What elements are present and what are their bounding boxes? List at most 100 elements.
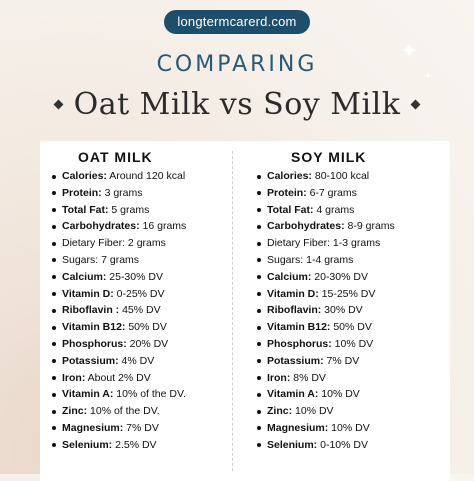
soy-milk-column: SOY MILK Calories: 80-100 kcal Protein: 6… (255, 149, 445, 454)
list-item: Calories: 80-100 kcal (255, 168, 445, 185)
sparkle-icon: ✦ (400, 38, 419, 63)
nutrient-value: 10% DV (292, 405, 334, 418)
soy-milk-heading: SOY MILK (291, 149, 367, 165)
nutrient-label: Potassium: (267, 354, 324, 367)
list-item: Selenium: 2.5% DV (50, 437, 230, 454)
title-row: Oat Milk vs Soy Milk (0, 84, 474, 124)
nutrient-label: Vitamin A: (267, 388, 319, 401)
list-item: Vitamin D: 15-25% DV (255, 286, 445, 303)
nutrient-label: Phosphorus: (267, 337, 332, 350)
list-item: Iron: 8% DV (255, 370, 445, 387)
list-item: Vitamin A: 10% of the DV. (50, 386, 230, 403)
nutrient-label: Protein: (267, 186, 307, 199)
list-item: Sugars: 1-4 grams (255, 252, 445, 269)
nutrient-value: 7% DV (123, 421, 159, 434)
nutrient-value: About 2% DV (85, 371, 151, 384)
nutrient-value: 20% DV (126, 337, 169, 350)
list-item: Dietary Fiber: 2 grams (50, 235, 230, 252)
list-item: Riboflavin: 30% DV (255, 302, 445, 319)
site-url-badge: longtermcarerd.com (164, 10, 310, 34)
nutrient-value: 80-100 kcal (311, 170, 370, 182)
nutrient-value: 50% DV (330, 321, 372, 334)
nutrient-value: 20-30% DV (311, 270, 368, 283)
nutrient-label: Calcium: (267, 270, 312, 283)
kicker-text: COMPARING (156, 52, 318, 77)
list-item: Vitamin B12: 50% DV (255, 319, 445, 336)
list-item: Potassium: 7% DV (255, 353, 445, 370)
list-item: Protein: 6-7 grams (255, 185, 445, 202)
nutrient-label: Selenium: (267, 438, 318, 451)
nutrient-label: Dietary Fiber: (62, 237, 126, 250)
nutrient-value: 8-9 grams (344, 220, 395, 233)
nutrient-value: 2.5% DV (112, 438, 157, 451)
nutrient-value: 50% DV (125, 321, 167, 334)
nutrient-value: 10% of the DV. (113, 388, 186, 401)
column-divider (232, 151, 233, 471)
list-item: Carbohydrates: 8-9 grams (255, 218, 445, 235)
nutrient-value: 25-30% DV (106, 270, 163, 283)
nutrient-value: 2 grams (125, 237, 166, 250)
nutrient-label: Calories: (267, 170, 312, 182)
nutrient-label: Calcium: (62, 270, 107, 283)
nutrient-label: Vitamin B12: (267, 321, 331, 334)
nutrient-value: 10% DV (331, 337, 374, 350)
list-item: Vitamin D: 0-25% DV (50, 286, 230, 303)
nutrient-label: Total Fat: (62, 203, 109, 216)
list-item: Magnesium: 10% DV (255, 420, 445, 437)
nutrient-value: 3 grams (101, 186, 143, 199)
diamond-icon (53, 99, 64, 109)
nutrient-label: Potassium: (62, 354, 119, 367)
nutrient-value: 10% DV (328, 421, 370, 434)
oat-milk-heading: OAT MILK (78, 149, 153, 165)
nutrient-value: 45% DV (119, 304, 161, 317)
list-item: Dietary Fiber: 1-3 grams (255, 235, 445, 252)
list-item: Sugars: 7 grams (50, 252, 230, 269)
list-item: Zinc: 10% of the DV. (50, 403, 230, 420)
diamond-icon (410, 99, 421, 109)
nutrient-value: 7% DV (323, 354, 360, 367)
nutrient-value: 4% DV (118, 354, 155, 367)
nutrient-value: 0-25% DV (113, 287, 165, 300)
list-item: Vitamin B12: 50% DV (50, 319, 230, 336)
nutrient-label: Carbohydrates: (62, 220, 140, 233)
nutrient-label: Vitamin A: (62, 388, 114, 401)
nutrient-label: Sugars: (62, 253, 99, 266)
nutrient-value: 6-7 grams (306, 186, 357, 199)
nutrient-label: Total Fat: (267, 203, 314, 216)
nutrient-label: Zinc: (267, 405, 293, 418)
nutrient-label: Carbohydrates: (267, 220, 345, 233)
nutrient-value: 0-10% DV (317, 438, 368, 451)
list-item: Phosphorus: 20% DV (50, 336, 230, 353)
list-item: Magnesium: 7% DV (50, 420, 230, 437)
nutrient-label: Magnesium: (62, 421, 124, 434)
nutrient-value: 7 grams (98, 253, 140, 266)
nutrient-label: Dietary Fiber: (267, 237, 331, 250)
list-item: Zinc: 10% DV (255, 403, 445, 420)
nutrient-value: 16 grams (139, 220, 187, 233)
list-item: Total Fat: 5 grams (50, 202, 230, 219)
list-item: Total Fat: 4 grams (255, 202, 445, 219)
nutrient-value: 4 grams (313, 203, 355, 216)
list-item: Vitamin A: 10% DV (255, 386, 445, 403)
list-item: Potassium: 4% DV (50, 353, 230, 370)
nutrient-label: Riboflavin: (267, 304, 322, 317)
sparkle-icon: ✦ (424, 71, 433, 82)
oat-milk-list: Calories: Around 120 kcal Protein: 3 gram… (50, 168, 230, 454)
soy-milk-list: Calories: 80-100 kcal Protein: 6-7 grams T… (255, 168, 445, 454)
nutrient-label: Vitamin D: (62, 287, 114, 300)
nutrient-value: 15-25% DV (318, 287, 376, 300)
nutrient-label: Selenium: (62, 438, 113, 451)
nutrient-label: Vitamin D: (267, 287, 319, 300)
list-item: Riboflavin : 45% DV (50, 302, 230, 319)
list-item: Selenium: 0-10% DV (255, 437, 445, 454)
list-item: Phosphorus: 10% DV (255, 336, 445, 353)
nutrient-label: Magnesium: (267, 421, 329, 434)
nutrient-value: 8% DV (290, 371, 326, 384)
list-item: Protein: 3 grams (50, 185, 230, 202)
nutrient-label: Calories: (62, 170, 107, 182)
list-item: Carbohydrates: 16 grams (50, 218, 230, 235)
nutrient-label: Iron: (62, 371, 86, 384)
oat-milk-column: OAT MILK Calories: Around 120 kcal Protei… (50, 149, 230, 454)
nutrient-label: Phosphorus: (62, 337, 127, 350)
nutrient-label: Protein: (62, 186, 102, 199)
